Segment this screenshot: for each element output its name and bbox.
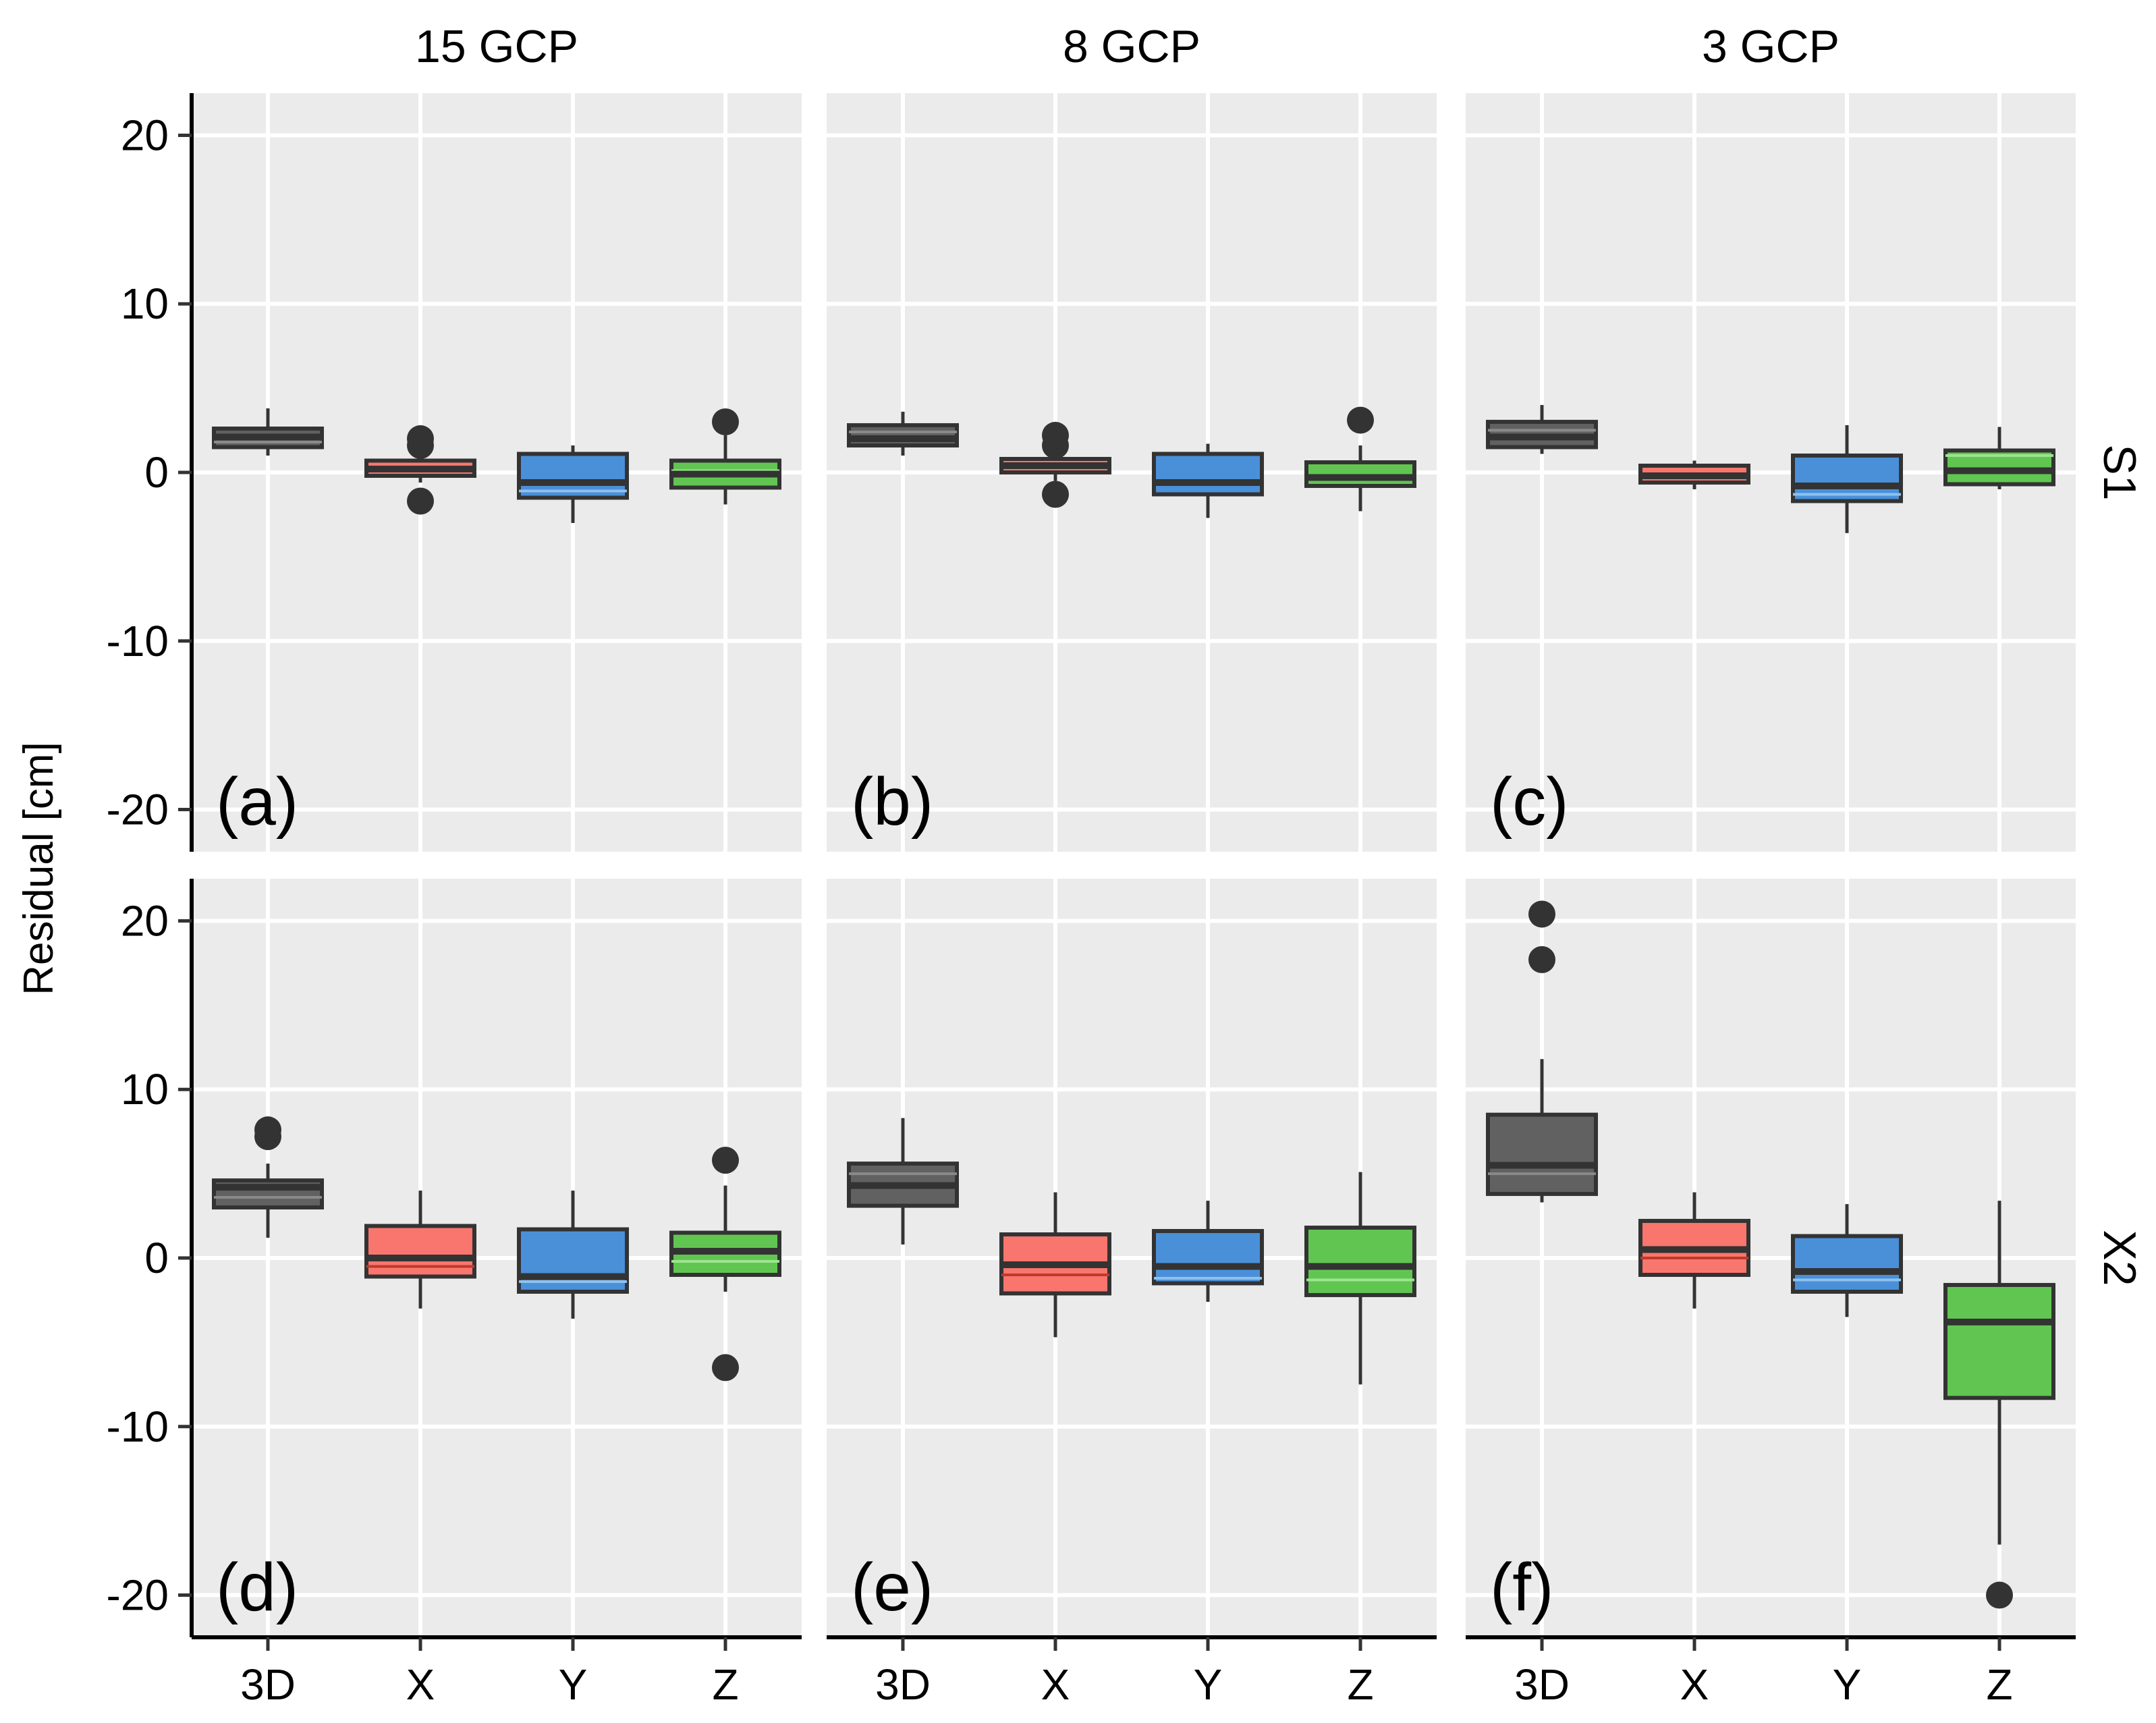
outlier-point xyxy=(1986,1581,2013,1609)
x-tick-label: Y xyxy=(559,1660,588,1709)
column-strip-label: 8 GCP xyxy=(1063,21,1200,72)
outlier-point xyxy=(1528,900,1555,928)
y-tick-label: 20 xyxy=(121,111,169,159)
y-tick-label: 0 xyxy=(144,1234,169,1282)
y-tick-label: 20 xyxy=(121,896,169,945)
row-strip-label: S1 xyxy=(2094,444,2145,500)
y-tick-label: -10 xyxy=(107,617,169,665)
x-tick-label: Z xyxy=(712,1660,738,1709)
x-tick-label: 3D xyxy=(240,1660,296,1709)
panel-tag: (b) xyxy=(851,764,933,840)
box-y xyxy=(1152,1229,1264,1286)
y-tick-label: 10 xyxy=(121,279,169,328)
y-axis-title: Residual [cm] xyxy=(16,742,62,995)
y-tick-label: 0 xyxy=(144,448,169,497)
panel-tag: (c) xyxy=(1490,764,1569,840)
x-tick-label: Y xyxy=(1194,1660,1223,1709)
x-tick-label: 3D xyxy=(875,1660,931,1709)
x-tick-label: 3D xyxy=(1514,1660,1570,1709)
box-z xyxy=(1943,1282,2055,1400)
panel-tag: (d) xyxy=(216,1550,298,1625)
box-x xyxy=(364,1224,476,1279)
outlier-point xyxy=(1042,422,1069,449)
row-strip-label: X2 xyxy=(2094,1230,2145,1286)
x-tick-label: X xyxy=(1041,1660,1070,1709)
y-tick-label: -10 xyxy=(107,1402,169,1451)
x-tick-label: Y xyxy=(1833,1660,1862,1709)
outlier-point xyxy=(407,487,434,515)
y-tick-label: 10 xyxy=(121,1065,169,1114)
outlier-point xyxy=(1528,946,1555,973)
x-tick-label: Z xyxy=(1986,1660,2012,1709)
y-tick-label: -20 xyxy=(107,786,169,834)
outlier-point xyxy=(712,408,739,436)
panel-tag: (e) xyxy=(851,1550,933,1625)
outlier-point xyxy=(712,1147,739,1174)
outlier-point xyxy=(1042,481,1069,508)
box-3d xyxy=(1486,1112,1598,1197)
outlier-point xyxy=(407,425,434,453)
panel-tag: (a) xyxy=(216,764,298,840)
outlier-point xyxy=(254,1116,281,1144)
x-tick-label: X xyxy=(406,1660,435,1709)
x-tick-label: X xyxy=(1680,1660,1709,1709)
y-tick-label: -20 xyxy=(107,1571,169,1620)
column-strip-label: 3 GCP xyxy=(1702,21,1840,72)
outlier-point xyxy=(1347,406,1374,434)
panel-tag: (f) xyxy=(1490,1550,1553,1625)
box-y xyxy=(1152,452,1264,497)
outlier-point xyxy=(712,1354,739,1382)
box-y xyxy=(1791,1234,1903,1294)
x-tick-label: Z xyxy=(1347,1660,1373,1709)
box-z xyxy=(1304,1226,1416,1297)
column-strip-label: 15 GCP xyxy=(415,21,578,72)
